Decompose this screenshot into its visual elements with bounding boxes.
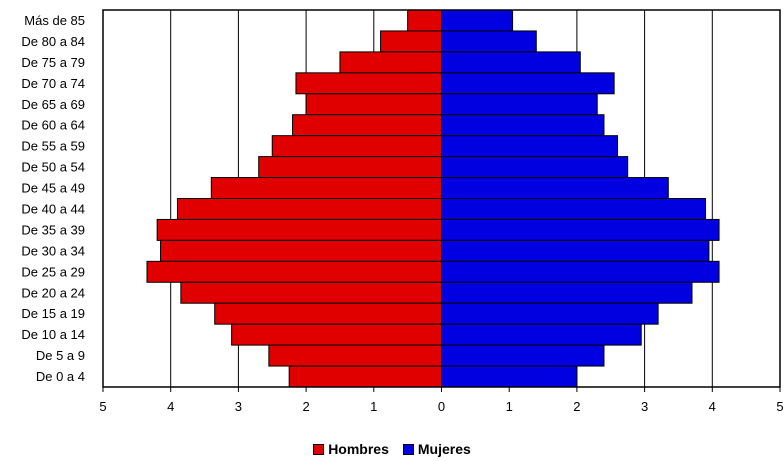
legend: Hombres Mujeres	[0, 441, 784, 457]
category-label-11: De 30 a 34	[21, 243, 85, 258]
bar-hombres-8	[210, 177, 442, 200]
legend-label-mujeres: Mujeres	[417, 441, 471, 457]
legend-label-hombres: Hombres	[328, 441, 389, 457]
x-tick-label-5: 0	[438, 399, 445, 414]
category-label-3: De 70 a 74	[21, 76, 85, 91]
bar-mujeres-12	[441, 260, 720, 283]
legend-swatch-mujeres	[402, 443, 414, 455]
bar-mujeres-13	[441, 281, 693, 304]
bar-mujeres-6	[441, 135, 619, 158]
bar-hombres-9	[176, 198, 442, 220]
bar-mujeres-11	[441, 239, 710, 262]
category-label-16: De 5 a 9	[36, 348, 85, 363]
bar-hombres-6	[271, 135, 442, 158]
category-label-8: De 45 a 49	[21, 181, 85, 196]
bar-mujeres-7	[441, 156, 629, 179]
category-label-17: De 0 a 4	[36, 369, 85, 384]
bar-hombres-5	[292, 114, 442, 137]
bar-mujeres-5	[441, 114, 605, 137]
bar-mujeres-2	[441, 51, 581, 74]
legend-swatch-hombres	[313, 443, 325, 455]
x-tick-label-0: 5	[99, 399, 106, 414]
bar-mujeres-8	[441, 177, 669, 200]
bar-hombres-10	[156, 218, 442, 241]
category-label-13: De 20 a 24	[21, 285, 85, 300]
category-label-6: De 55 a 59	[21, 139, 85, 154]
bar-mujeres-1	[441, 30, 537, 53]
category-label-12: De 25 a 29	[21, 264, 85, 279]
category-label-2: De 75 a 79	[21, 55, 85, 70]
bar-mujeres-3	[441, 72, 615, 95]
x-tick-label-3: 2	[302, 399, 309, 414]
bar-hombres-1	[380, 30, 443, 53]
x-tick-label-1: 4	[167, 399, 174, 414]
bar-hombres-15	[231, 323, 442, 346]
bar-mujeres-4	[441, 93, 598, 116]
category-label-5: De 60 a 64	[21, 118, 85, 133]
bar-mujeres-0	[441, 9, 514, 32]
bar-mujeres-9	[441, 198, 707, 220]
x-tick-label-2: 3	[235, 399, 242, 414]
legend-item-hombres: Hombres	[313, 441, 389, 457]
bar-mujeres-16	[441, 344, 605, 367]
bar-hombres-7	[258, 156, 442, 179]
category-label-7: De 50 a 54	[21, 160, 85, 175]
category-label-0: Más de 85	[24, 13, 85, 28]
x-tick-label-6: 1	[506, 399, 513, 414]
bar-mujeres-15	[441, 323, 642, 346]
bar-hombres-11	[160, 239, 442, 262]
x-tick-label-9: 4	[709, 399, 716, 414]
bar-hombres-17	[288, 365, 442, 388]
bar-hombres-12	[146, 260, 442, 283]
bar-hombres-14	[214, 302, 442, 325]
bar-hombres-2	[339, 51, 443, 74]
category-label-1: De 80 a 84	[21, 34, 85, 49]
legend-item-mujeres: Mujeres	[402, 441, 471, 457]
category-label-10: De 35 a 39	[21, 222, 85, 237]
bar-hombres-13	[180, 281, 442, 304]
category-label-9: De 40 a 44	[21, 201, 85, 216]
category-label-14: De 15 a 19	[21, 306, 85, 321]
bar-mujeres-14	[441, 302, 659, 325]
category-label-4: De 65 a 69	[21, 97, 85, 112]
bar-hombres-4	[305, 93, 442, 116]
bar-mujeres-17	[441, 365, 578, 388]
bar-hombres-16	[268, 344, 442, 367]
bar-mujeres-10	[441, 218, 720, 241]
x-tick-label-8: 3	[641, 399, 648, 414]
bar-hombres-3	[295, 72, 442, 95]
x-tick-label-7: 2	[573, 399, 580, 414]
bar-hombres-0	[407, 9, 442, 32]
category-label-15: De 10 a 14	[21, 327, 85, 342]
x-tick-label-4: 1	[370, 399, 377, 414]
x-tick-label-10: 5	[776, 399, 783, 414]
